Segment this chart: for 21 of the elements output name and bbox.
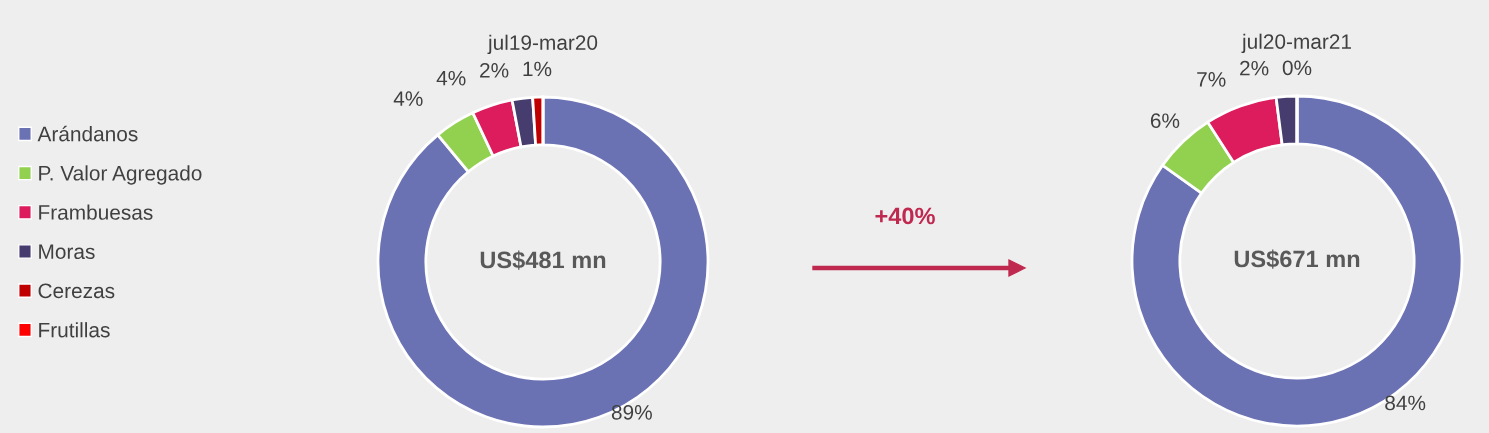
data-label: 6% — [1150, 113, 1180, 129]
text: 0% — [1282, 60, 1312, 76]
chart-title: jul19-mar20 — [487, 34, 598, 55]
data-label: 4% — [436, 70, 466, 86]
legend-label: P. Valor Agregado — [39, 165, 202, 185]
text: +40% — [875, 207, 935, 225]
data-label: 2% — [1240, 60, 1269, 76]
chart-title: jul20-mar21 — [1241, 33, 1351, 54]
data-label: 1% — [523, 61, 552, 77]
data-label: 4% — [393, 91, 423, 106]
legend-label: Moras — [39, 244, 95, 260]
legend-label: Arándanos — [37, 125, 138, 142]
legend-label: Frutillas — [39, 322, 110, 338]
legend-label: Cerezas — [38, 283, 115, 299]
data-label: 84% — [1385, 395, 1426, 411]
text: US$481 mn — [480, 250, 606, 270]
data-label: 2% — [480, 62, 509, 78]
legend-label: Frambuesas — [39, 204, 153, 220]
text: US$671 mn — [1234, 249, 1360, 269]
data-label: 89% — [611, 404, 652, 420]
data-label: 7% — [1197, 72, 1226, 87]
